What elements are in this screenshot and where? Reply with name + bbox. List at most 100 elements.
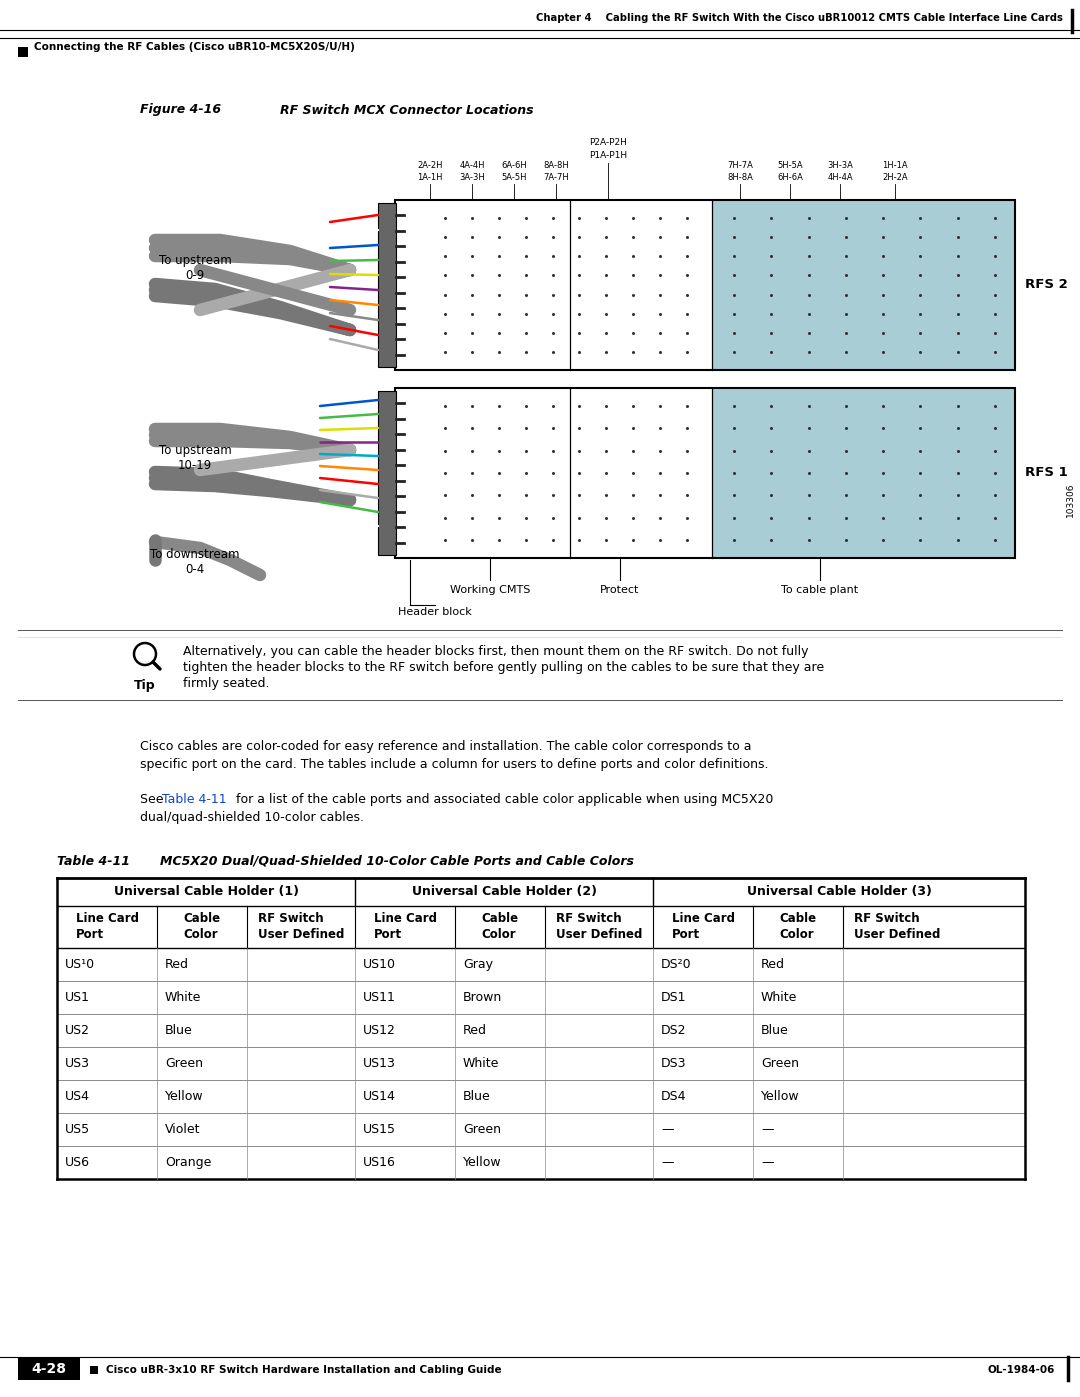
Text: Table 4-11: Table 4-11 [162, 793, 227, 806]
Text: White: White [165, 990, 201, 1004]
Text: Figure 4-16: Figure 4-16 [140, 103, 221, 116]
Text: US3: US3 [65, 1058, 90, 1070]
Text: US15: US15 [363, 1123, 396, 1136]
Text: Chapter 4    Cabling the RF Switch With the Cisco uBR10012 CMTS Cable Interface : Chapter 4 Cabling the RF Switch With the… [536, 13, 1063, 22]
Text: DS²0: DS²0 [661, 958, 691, 971]
Text: 2H-2A: 2H-2A [882, 173, 908, 182]
Text: Line Card
Port: Line Card Port [672, 912, 734, 942]
Text: Blue: Blue [761, 1024, 788, 1037]
Text: Yellow: Yellow [463, 1155, 501, 1169]
Text: 4A-4H: 4A-4H [459, 161, 485, 170]
Text: 1H-1A: 1H-1A [882, 161, 908, 170]
Text: DS3: DS3 [661, 1058, 687, 1070]
Text: To upstream
10-19: To upstream 10-19 [159, 444, 231, 472]
Text: 7A-7H: 7A-7H [543, 173, 569, 182]
Text: MC5X20 Dual/Quad-Shielded 10-Color Cable Ports and Cable Colors: MC5X20 Dual/Quad-Shielded 10-Color Cable… [160, 855, 634, 868]
Text: Table 4-11: Table 4-11 [57, 855, 130, 868]
Text: US13: US13 [363, 1058, 396, 1070]
Bar [395, 200, 1015, 370]
Text: 4H-4A: 4H-4A [827, 173, 853, 182]
Bar [18, 1358, 80, 1380]
Bar [378, 391, 396, 555]
Text: 7H-7A: 7H-7A [727, 161, 753, 170]
Text: Cisco uBR-3x10 RF Switch Hardware Installation and Cabling Guide: Cisco uBR-3x10 RF Switch Hardware Instal… [106, 1365, 501, 1375]
Text: P2A-P2H: P2A-P2H [589, 138, 626, 147]
Text: DS1: DS1 [661, 990, 687, 1004]
Text: Cable
Color: Cable Color [184, 912, 220, 942]
Text: 4-28: 4-28 [31, 1362, 67, 1376]
Text: White: White [761, 990, 797, 1004]
Text: US14: US14 [363, 1090, 396, 1104]
Text: Green: Green [761, 1058, 799, 1070]
Text: US16: US16 [363, 1155, 396, 1169]
Text: US11: US11 [363, 990, 396, 1004]
Text: 6H-6A: 6H-6A [778, 173, 802, 182]
Text: US¹0: US¹0 [65, 958, 95, 971]
Text: RF Switch
User Defined: RF Switch User Defined [258, 912, 345, 942]
Text: US12: US12 [363, 1024, 396, 1037]
Text: To cable plant: To cable plant [782, 585, 859, 595]
Text: Connecting the RF Cables (Cisco uBR10-MC5X20S/U/H): Connecting the RF Cables (Cisco uBR10-MC… [33, 42, 355, 52]
Text: US6: US6 [65, 1155, 90, 1169]
Text: OL-1984-06: OL-1984-06 [987, 1365, 1055, 1375]
Text: 1A-1H: 1A-1H [417, 173, 443, 182]
Text: —: — [661, 1123, 674, 1136]
Text: US10: US10 [363, 958, 396, 971]
Text: Violet: Violet [165, 1123, 201, 1136]
Text: Universal Cable Holder (1): Universal Cable Holder (1) [113, 886, 298, 898]
Text: dual/quad-shielded 10-color cables.: dual/quad-shielded 10-color cables. [140, 812, 364, 824]
Bar [378, 203, 396, 367]
Text: Universal Cable Holder (3): Universal Cable Holder (3) [746, 886, 931, 898]
Text: Yellow: Yellow [761, 1090, 799, 1104]
Text: specific port on the card. The tables include a column for users to define ports: specific port on the card. The tables in… [140, 759, 769, 771]
Text: Blue: Blue [165, 1024, 192, 1037]
Bar [395, 388, 1015, 557]
Text: 3H-3A: 3H-3A [827, 161, 853, 170]
Text: 5A-5H: 5A-5H [501, 173, 527, 182]
Bar [712, 388, 1015, 557]
Text: Orange: Orange [165, 1155, 212, 1169]
Text: Cable
Color: Cable Color [482, 912, 518, 942]
Text: 5H-5A: 5H-5A [778, 161, 802, 170]
Text: RF Switch
User Defined: RF Switch User Defined [854, 912, 941, 942]
Text: Red: Red [463, 1024, 487, 1037]
Text: Universal Cable Holder (2): Universal Cable Holder (2) [411, 886, 596, 898]
Bar [18, 47, 28, 57]
Text: Green: Green [165, 1058, 203, 1070]
Text: firmly seated.: firmly seated. [183, 678, 270, 690]
Text: Yellow: Yellow [165, 1090, 204, 1104]
Text: Working CMTS: Working CMTS [449, 585, 530, 595]
Text: for a list of the cable ports and associated cable color applicable when using M: for a list of the cable ports and associ… [232, 793, 773, 806]
Text: P1A-P1H: P1A-P1H [589, 151, 627, 161]
Text: Cisco cables are color-coded for easy reference and installation. The cable colo: Cisco cables are color-coded for easy re… [140, 740, 752, 753]
Text: Red: Red [761, 958, 785, 971]
Text: RF Switch MCX Connector Locations: RF Switch MCX Connector Locations [280, 103, 534, 116]
Text: 8A-8H: 8A-8H [543, 161, 569, 170]
Text: RFS 1: RFS 1 [1025, 467, 1068, 479]
Text: Line Card
Port: Line Card Port [76, 912, 138, 942]
Bar [712, 200, 1015, 370]
Bar [90, 1366, 98, 1375]
Text: 8H-8A: 8H-8A [727, 173, 753, 182]
Text: RFS 2: RFS 2 [1025, 278, 1068, 292]
Text: Alternatively, you can cable the header blocks first, then mount them on the RF : Alternatively, you can cable the header … [183, 645, 809, 658]
Text: To downstream
0-4: To downstream 0-4 [150, 548, 240, 576]
Text: DS4: DS4 [661, 1090, 687, 1104]
Text: Line Card
Port: Line Card Port [374, 912, 436, 942]
Text: US4: US4 [65, 1090, 90, 1104]
Text: US1: US1 [65, 990, 90, 1004]
Text: DS2: DS2 [661, 1024, 687, 1037]
Text: —: — [761, 1155, 773, 1169]
Text: 6A-6H: 6A-6H [501, 161, 527, 170]
Text: 103306: 103306 [1066, 483, 1075, 517]
Text: 2A-2H: 2A-2H [417, 161, 443, 170]
Text: US5: US5 [65, 1123, 90, 1136]
Text: See: See [140, 793, 167, 806]
Text: Tip: Tip [134, 679, 156, 692]
Text: —: — [761, 1123, 773, 1136]
Text: Blue: Blue [463, 1090, 490, 1104]
Text: 3A-3H: 3A-3H [459, 173, 485, 182]
Text: RF Switch
User Defined: RF Switch User Defined [556, 912, 643, 942]
Text: White: White [463, 1058, 499, 1070]
Text: —: — [661, 1155, 674, 1169]
